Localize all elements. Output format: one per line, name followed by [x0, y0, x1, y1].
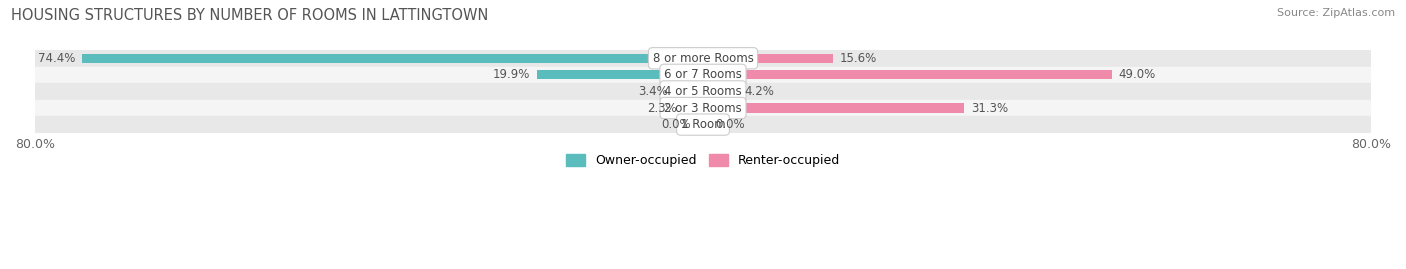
Bar [35, 83, 1371, 100]
Bar [35, 66, 1371, 83]
Text: 31.3%: 31.3% [972, 101, 1008, 115]
Text: Source: ZipAtlas.com: Source: ZipAtlas.com [1277, 8, 1395, 18]
Bar [537, 70, 703, 79]
Text: 3.4%: 3.4% [638, 85, 668, 98]
Bar [35, 100, 1371, 116]
Text: 49.0%: 49.0% [1119, 68, 1156, 81]
Bar [82, 54, 703, 63]
Text: 74.4%: 74.4% [38, 52, 75, 65]
Text: 15.6%: 15.6% [839, 52, 877, 65]
Bar [703, 54, 834, 63]
Text: 1 Room: 1 Room [681, 118, 725, 131]
Bar [703, 104, 965, 112]
Bar [703, 87, 738, 96]
Text: 19.9%: 19.9% [492, 68, 530, 81]
Text: 8 or more Rooms: 8 or more Rooms [652, 52, 754, 65]
Legend: Owner-occupied, Renter-occupied: Owner-occupied, Renter-occupied [561, 149, 845, 172]
Text: 4 or 5 Rooms: 4 or 5 Rooms [664, 85, 742, 98]
Text: 6 or 7 Rooms: 6 or 7 Rooms [664, 68, 742, 81]
Text: HOUSING STRUCTURES BY NUMBER OF ROOMS IN LATTINGTOWN: HOUSING STRUCTURES BY NUMBER OF ROOMS IN… [11, 8, 489, 23]
Bar [82, 54, 703, 63]
Bar [675, 87, 703, 96]
Text: 0.0%: 0.0% [716, 118, 745, 131]
Text: 0.0%: 0.0% [661, 118, 690, 131]
Text: 4.2%: 4.2% [745, 85, 775, 98]
Bar [537, 70, 703, 79]
Bar [703, 70, 1112, 79]
Bar [683, 104, 703, 112]
Text: 2 or 3 Rooms: 2 or 3 Rooms [664, 101, 742, 115]
Text: 2.3%: 2.3% [647, 101, 678, 115]
Bar [683, 104, 703, 112]
Bar [675, 87, 703, 96]
Bar [35, 116, 1371, 133]
Bar [35, 50, 1371, 66]
